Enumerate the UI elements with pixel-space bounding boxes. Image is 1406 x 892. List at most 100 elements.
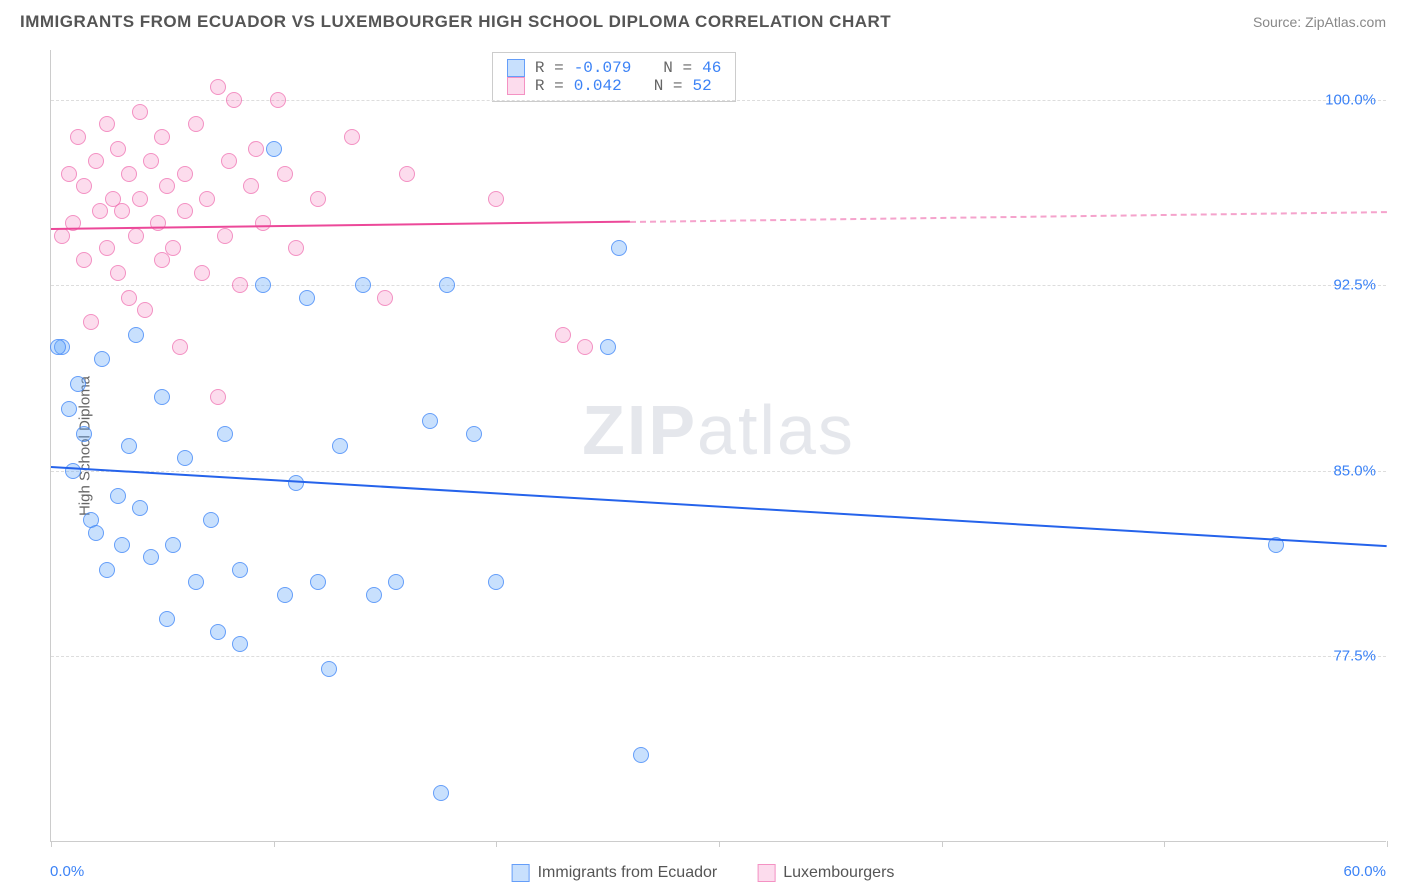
data-point-blue	[61, 401, 77, 417]
source-label: Source: ZipAtlas.com	[1253, 14, 1386, 30]
data-point-blue	[114, 537, 130, 553]
data-point-pink	[114, 203, 130, 219]
x-tick	[496, 841, 497, 847]
data-point-pink	[61, 166, 77, 182]
data-point-blue	[99, 562, 115, 578]
data-point-blue	[159, 611, 175, 627]
data-point-blue	[388, 574, 404, 590]
data-point-pink	[121, 290, 137, 306]
data-point-pink	[288, 240, 304, 256]
data-point-pink	[121, 166, 137, 182]
data-point-blue	[143, 549, 159, 565]
data-point-blue	[255, 277, 271, 293]
data-point-pink	[132, 191, 148, 207]
legend-swatch-pink	[757, 864, 775, 882]
n-value: 52	[693, 77, 712, 95]
data-point-blue	[355, 277, 371, 293]
data-point-pink	[99, 116, 115, 132]
data-point-pink	[344, 129, 360, 145]
data-point-pink	[154, 129, 170, 145]
data-point-blue	[299, 290, 315, 306]
r-label: R =	[535, 77, 564, 95]
data-point-blue	[210, 624, 226, 640]
legend-item-blue: Immigrants from Ecuador	[512, 864, 718, 882]
data-point-blue	[70, 376, 86, 392]
data-point-pink	[172, 339, 188, 355]
legend-stats-row: R =-0.079N =46	[507, 59, 721, 77]
data-point-pink	[110, 141, 126, 157]
data-point-blue	[203, 512, 219, 528]
data-point-pink	[143, 153, 159, 169]
legend-swatch-blue	[512, 864, 530, 882]
data-point-pink	[128, 228, 144, 244]
data-point-blue	[321, 661, 337, 677]
data-point-blue	[266, 141, 282, 157]
data-point-blue	[332, 438, 348, 454]
data-point-blue	[232, 562, 248, 578]
data-point-blue	[154, 389, 170, 405]
regression-line	[51, 221, 630, 230]
r-value: -0.079	[574, 59, 632, 77]
data-point-blue	[132, 500, 148, 516]
data-point-blue	[288, 475, 304, 491]
data-point-pink	[92, 203, 108, 219]
data-point-pink	[210, 79, 226, 95]
x-min-label: 0.0%	[50, 863, 84, 880]
y-tick-label: 85.0%	[1333, 462, 1376, 479]
chart-title: IMMIGRANTS FROM ECUADOR VS LUXEMBOURGER …	[20, 12, 891, 32]
legend-swatch-icon	[507, 77, 525, 95]
data-point-blue	[121, 438, 137, 454]
data-point-pink	[165, 240, 181, 256]
data-point-pink	[399, 166, 415, 182]
data-point-pink	[132, 104, 148, 120]
data-point-blue	[188, 574, 204, 590]
data-point-blue	[217, 426, 233, 442]
x-tick	[719, 841, 720, 847]
data-point-blue	[177, 450, 193, 466]
data-point-pink	[150, 215, 166, 231]
regression-line	[630, 211, 1387, 223]
data-point-pink	[243, 178, 259, 194]
data-point-blue	[165, 537, 181, 553]
legend-stats-box: R =-0.079N =46R = 0.042 N = 52	[492, 52, 736, 102]
data-point-pink	[76, 178, 92, 194]
data-point-pink	[199, 191, 215, 207]
data-point-blue	[611, 240, 627, 256]
data-point-pink	[248, 141, 264, 157]
r-value: 0.042	[574, 77, 622, 95]
data-point-blue	[50, 339, 66, 355]
data-point-pink	[210, 389, 226, 405]
data-point-pink	[194, 265, 210, 281]
data-point-pink	[76, 252, 92, 268]
data-point-pink	[70, 129, 86, 145]
n-label: N =	[654, 77, 683, 95]
chart-plot-area: ZIPatlas R =-0.079N =46R = 0.042N =52 77…	[50, 50, 1386, 842]
grid-line	[51, 656, 1386, 657]
data-point-pink	[137, 302, 153, 318]
data-point-blue	[366, 587, 382, 603]
data-point-pink	[159, 178, 175, 194]
data-point-pink	[177, 166, 193, 182]
data-point-blue	[439, 277, 455, 293]
data-point-pink	[577, 339, 593, 355]
data-point-blue	[94, 351, 110, 367]
y-tick-label: 92.5%	[1333, 277, 1376, 294]
data-point-blue	[488, 574, 504, 590]
x-tick	[274, 841, 275, 847]
data-point-pink	[188, 116, 204, 132]
data-point-blue	[422, 413, 438, 429]
data-point-pink	[221, 153, 237, 169]
data-point-blue	[433, 785, 449, 801]
bottom-legend: Immigrants from Ecuador Luxembourgers	[512, 864, 895, 882]
data-point-pink	[232, 277, 248, 293]
data-point-blue	[310, 574, 326, 590]
data-point-blue	[128, 327, 144, 343]
legend-label-pink: Luxembourgers	[783, 864, 894, 882]
data-point-pink	[99, 240, 115, 256]
x-tick	[1387, 841, 1388, 847]
regression-line	[51, 466, 1387, 547]
data-point-pink	[270, 92, 286, 108]
data-point-blue	[65, 463, 81, 479]
data-point-pink	[217, 228, 233, 244]
n-value: 46	[702, 59, 721, 77]
